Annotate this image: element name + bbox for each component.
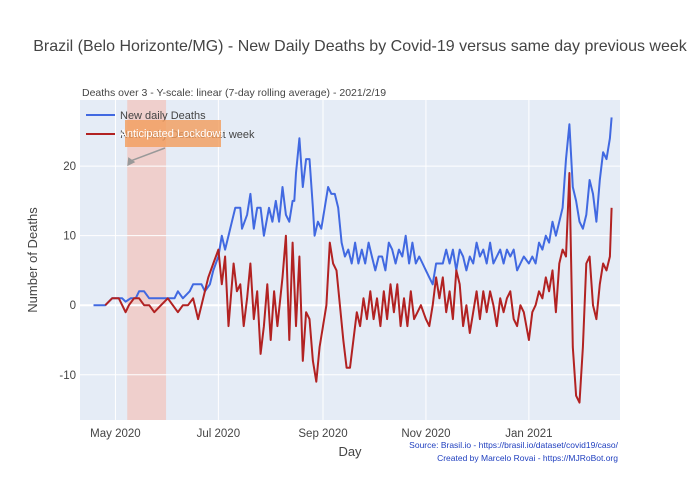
annotation-box bbox=[125, 120, 221, 147]
y-axis-title: Number of Deaths bbox=[25, 207, 40, 313]
x-tick-label: Jul 2020 bbox=[197, 428, 240, 440]
x-tick-label: Jan 2021 bbox=[505, 428, 552, 440]
series-line-new-deaths bbox=[93, 117, 613, 307]
lockdown-annotation: Anticipated Lockdown bbox=[119, 120, 227, 167]
lockdown-shaded-region bbox=[127, 100, 167, 420]
axis-ticks: -10 0 10 20 May 2020 Jul 2020 Sep 2020 Nov 2020… bbox=[59, 161, 552, 440]
source-line-2: Created by Marcelo Rovai - https://MJRoB… bbox=[437, 453, 618, 463]
y-tick-label: 20 bbox=[63, 161, 76, 173]
x-tick-label: May 2020 bbox=[90, 428, 141, 440]
y-tick-label: 0 bbox=[70, 300, 76, 312]
legend-label-new-deaths: New daily Deaths bbox=[120, 110, 206, 122]
source-line-1: Source: Brasil.io - https://brasil.io/da… bbox=[409, 440, 618, 450]
y-tick-label: 10 bbox=[63, 231, 76, 243]
y-tick-label: -10 bbox=[59, 370, 76, 382]
series-line-last-week bbox=[104, 172, 613, 404]
chart-title: Brazil (Belo Horizonte/MG) - New Daily D… bbox=[33, 38, 688, 55]
chart-subtitle: Deaths over 3 - Y-scale: linear (7-day r… bbox=[82, 87, 386, 99]
x-tick-label: Nov 2020 bbox=[401, 428, 450, 440]
annotation-arrow bbox=[129, 147, 166, 162]
x-tick-label: Sep 2020 bbox=[298, 428, 347, 440]
series-lines bbox=[93, 117, 613, 404]
grid-lines bbox=[80, 100, 620, 420]
annotation-text: Anticipated Lockdown bbox=[119, 128, 226, 140]
x-axis-title: Day bbox=[338, 444, 362, 459]
annotation-arrow-head bbox=[127, 157, 136, 167]
